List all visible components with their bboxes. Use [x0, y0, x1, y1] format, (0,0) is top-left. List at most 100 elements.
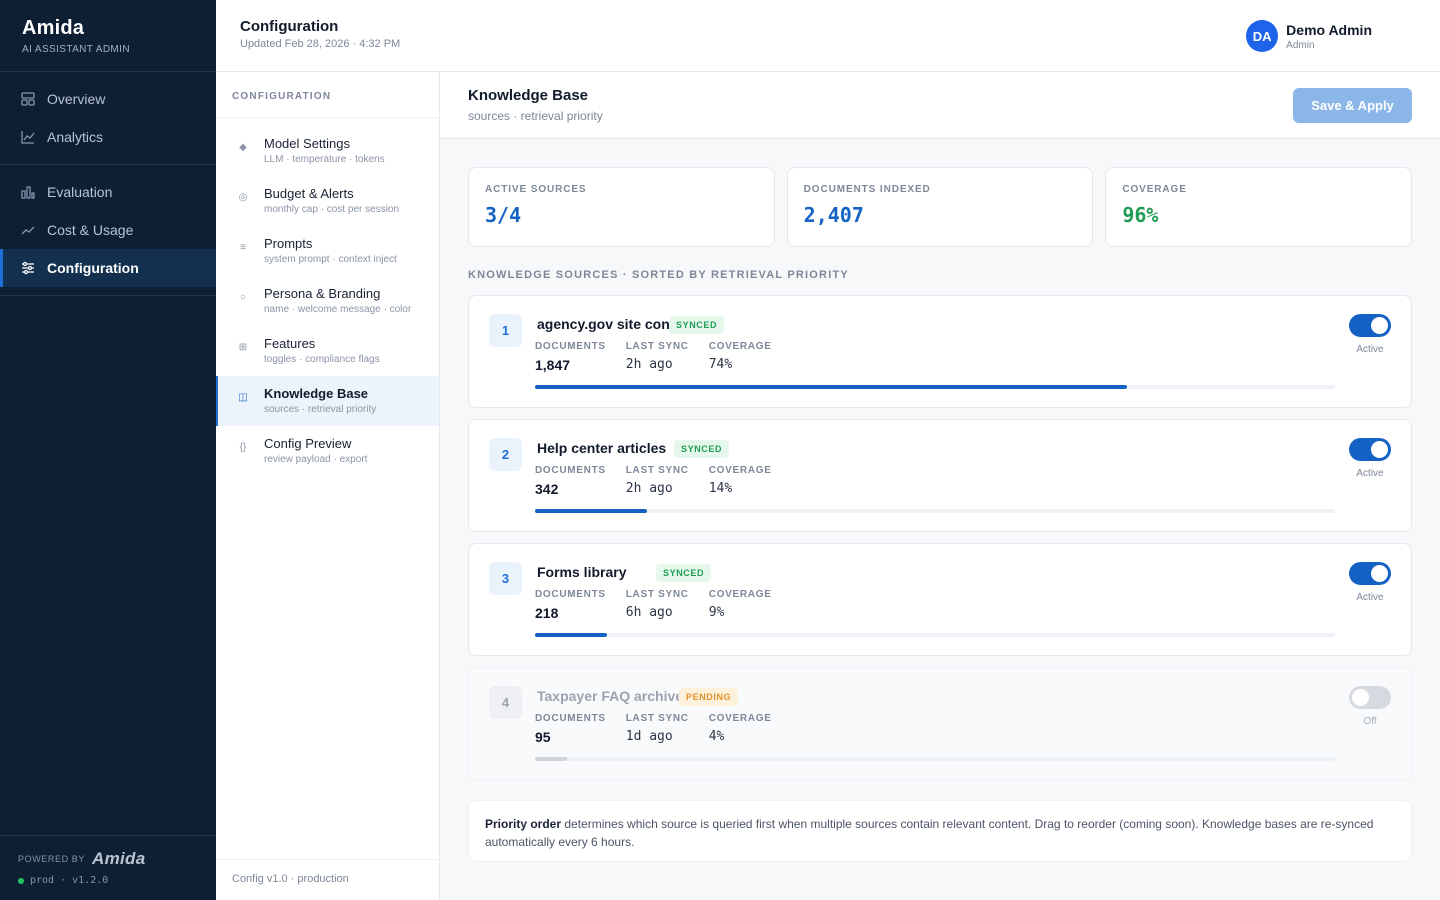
- meta-label: LAST SYNC: [625, 465, 689, 476]
- meta-last-sync: LAST SYNC 2h ago: [626, 465, 689, 497]
- stat-value: 2,407: [803, 203, 864, 227]
- stat-coverage: COVERAGE 96%: [1105, 167, 1413, 247]
- subnav-item-desc: toggles · compliance flags: [264, 354, 380, 365]
- source-name: agency.gov site content: [537, 316, 696, 332]
- panel-title: Knowledge Base: [468, 87, 589, 104]
- priority-rank[interactable]: 3: [489, 562, 522, 595]
- source-toggle[interactable]: [1349, 314, 1391, 337]
- meta-label: COVERAGE: [708, 713, 772, 724]
- main-sidebar: Amida AI ASSISTANT ADMIN Overview Analyt…: [0, 0, 216, 900]
- environment-label: prod · v1.2.0: [30, 875, 109, 886]
- subnav-item[interactable]: ○ Persona & Branding name · welcome messag…: [216, 276, 439, 326]
- nav-label: Overview: [47, 91, 106, 107]
- panel-header: Knowledge Base sources · retrieval prior…: [440, 72, 1440, 139]
- priority-rank[interactable]: 4: [489, 686, 522, 719]
- documents-count: 218: [535, 605, 559, 621]
- nav-label: Analytics: [47, 129, 104, 145]
- source-toggle[interactable]: [1349, 686, 1391, 709]
- subnav-item-desc: LLM · temperature · tokens: [264, 154, 385, 165]
- meta-label: LAST SYNC: [625, 341, 689, 352]
- status-dot-icon: [18, 877, 24, 884]
- circle-icon: ○: [239, 292, 247, 303]
- status-badge: SYNCED: [674, 440, 730, 458]
- coverage-value: 4%: [708, 729, 725, 744]
- user-menu[interactable]: DA Demo Admin Admin: [1246, 20, 1372, 52]
- source-card[interactable]: 1 agency.gov site content SYNCED DOCUMENTS 1…: [468, 295, 1412, 408]
- line-chart-icon: [20, 129, 36, 145]
- meta-last-sync: LAST SYNC 2h ago: [626, 341, 689, 373]
- status-badge: SYNCED: [669, 316, 725, 334]
- subnav-item[interactable]: ◎ Budget & Alerts monthly cap · cost per s…: [216, 176, 439, 226]
- stats-row: ACTIVE SOURCES 3/4 DOCUMENTS INDEXED 2,4…: [468, 167, 1413, 247]
- nav-label: Cost & Usage: [47, 222, 134, 238]
- priority-note: Priority order determines which source i…: [468, 800, 1412, 862]
- meta-label: LAST SYNC: [625, 589, 689, 600]
- coverage-bar: [535, 633, 1335, 637]
- coverage-bar-fill: [535, 385, 1127, 389]
- updated-timestamp: Updated Feb 28, 2026 · 4:32 PM: [240, 38, 401, 50]
- coverage-bar-fill: [535, 509, 647, 513]
- config-subnav: CONFIGURATION ◆ Model Settings LLM · tempe…: [216, 72, 440, 900]
- nav-group-primary: Overview Analytics: [0, 72, 216, 165]
- note-bold: Priority order: [485, 817, 562, 831]
- user-name: Demo Admin: [1286, 21, 1372, 38]
- meta-coverage: COVERAGE 9%: [709, 589, 772, 621]
- braces-icon: {}: [239, 442, 247, 453]
- layout-grid-icon: [20, 91, 36, 107]
- subnav-item[interactable]: ≡ Prompts system prompt · context inject: [216, 226, 439, 276]
- subnav-item[interactable]: ⊞ Features toggles · compliance flags: [216, 326, 439, 376]
- priority-rank[interactable]: 2: [489, 438, 522, 471]
- source-card[interactable]: 2 Help center articles SYNCED DOCUMENTS 342 L…: [468, 419, 1412, 532]
- meta-coverage: COVERAGE 4%: [709, 713, 772, 745]
- environment-status: prod · v1.2.0: [18, 875, 198, 886]
- toggle-knob: [1371, 317, 1388, 334]
- subnav-item-label: Budget & Alerts: [264, 186, 354, 201]
- meta-label: COVERAGE: [708, 589, 772, 600]
- coverage-bar-fill: [535, 633, 607, 637]
- nav-item-cost-usage[interactable]: Cost & Usage: [0, 211, 216, 249]
- meta-last-sync: LAST SYNC 1d ago: [626, 713, 689, 745]
- page-title: Configuration: [240, 18, 339, 35]
- meta-last-sync: LAST SYNC 6h ago: [626, 589, 689, 621]
- priority-rank[interactable]: 1: [489, 314, 522, 347]
- amida-logo: Amida: [92, 849, 146, 868]
- nav-item-analytics[interactable]: Analytics: [0, 118, 216, 156]
- last-sync-value: 2h ago: [625, 481, 673, 496]
- coverage-bar: [535, 385, 1335, 389]
- nav-item-overview[interactable]: Overview: [0, 80, 216, 118]
- documents-count: 95: [535, 729, 551, 745]
- app-name: Amida: [22, 17, 85, 39]
- top-header: Configuration Updated Feb 28, 2026 · 4:3…: [216, 0, 1440, 72]
- sources-heading: KNOWLEDGE SOURCES · SORTED BY RETRIEVAL …: [468, 269, 849, 281]
- meta-label: DOCUMENTS: [535, 465, 606, 476]
- source-meta: DOCUMENTS 342 LAST SYNC 2h ago COVERAGE 14%: [535, 465, 792, 497]
- coverage-value: 9%: [708, 605, 725, 620]
- meta-label: DOCUMENTS: [535, 713, 606, 724]
- subnav-item-desc: name · welcome message · color: [264, 304, 412, 315]
- config-version: Config v1.0 · production: [216, 859, 439, 900]
- source-name: Forms library: [537, 564, 627, 580]
- source-card[interactable]: 4 Taxpayer FAQ archive PENDING DOCUMENTS 95 L…: [468, 667, 1412, 780]
- source-name: Taxpayer FAQ archive: [537, 688, 684, 704]
- subnav-item[interactable]: ◫ Knowledge Base sources · retrieval prior…: [216, 376, 439, 426]
- last-sync-value: 2h ago: [625, 357, 673, 372]
- documents-count: 342: [535, 481, 559, 497]
- source-card[interactable]: 3 Forms library SYNCED DOCUMENTS 218 LAST SYN…: [468, 543, 1412, 656]
- stat-label: COVERAGE: [1122, 184, 1187, 195]
- sliders-icon: [20, 260, 36, 276]
- nav-item-evaluation[interactable]: Evaluation: [0, 173, 216, 211]
- brand: Amida AI ASSISTANT ADMIN: [0, 0, 216, 72]
- subnav-item-label: Knowledge Base: [264, 386, 369, 401]
- coverage-value: 14%: [708, 481, 733, 496]
- nav-item-configuration[interactable]: Configuration: [0, 249, 216, 287]
- note-text: determines which source is queried first…: [485, 817, 1374, 849]
- subnav-item[interactable]: ◆ Model Settings LLM · temperature · token…: [216, 126, 439, 176]
- save-apply-button[interactable]: Save & Apply: [1293, 88, 1412, 123]
- toggle-knob: [1352, 689, 1369, 706]
- source-toggle[interactable]: [1349, 562, 1391, 585]
- subnav-item[interactable]: {} Config Preview review payload · export: [216, 426, 439, 476]
- stat-value: 96%: [1122, 203, 1159, 227]
- meta-coverage: COVERAGE 14%: [709, 465, 772, 497]
- source-toggle[interactable]: [1349, 438, 1391, 461]
- powered-by-label: POWERED BY: [18, 854, 86, 864]
